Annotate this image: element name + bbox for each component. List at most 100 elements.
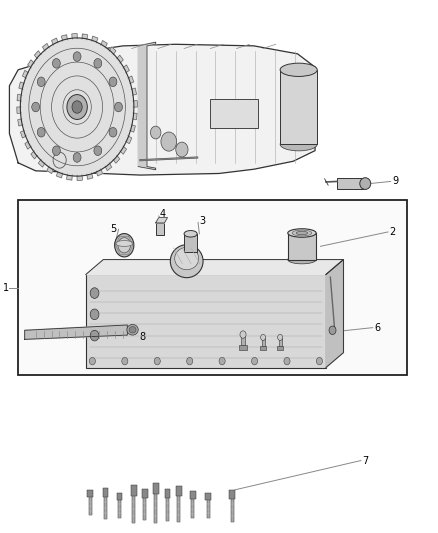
Ellipse shape — [116, 240, 133, 246]
Bar — [207, 499, 210, 518]
Bar — [18, 200, 407, 375]
Ellipse shape — [127, 325, 138, 335]
Circle shape — [109, 127, 117, 137]
Ellipse shape — [296, 231, 307, 235]
Circle shape — [118, 238, 131, 253]
Polygon shape — [128, 76, 134, 84]
Polygon shape — [10, 44, 315, 175]
Bar — [118, 499, 121, 518]
Bar — [230, 498, 233, 522]
Polygon shape — [31, 151, 38, 159]
Polygon shape — [138, 42, 155, 169]
Circle shape — [176, 142, 188, 157]
Polygon shape — [130, 125, 135, 132]
Bar — [153, 483, 159, 494]
Ellipse shape — [170, 245, 203, 278]
Circle shape — [53, 146, 60, 156]
Circle shape — [90, 330, 99, 341]
Polygon shape — [131, 88, 137, 95]
Polygon shape — [113, 155, 120, 163]
Circle shape — [90, 309, 99, 320]
Circle shape — [329, 326, 336, 335]
Circle shape — [316, 358, 322, 365]
Bar — [184, 234, 197, 253]
Polygon shape — [109, 47, 116, 55]
Ellipse shape — [292, 230, 312, 236]
Bar — [87, 490, 93, 497]
Bar — [260, 346, 266, 351]
Polygon shape — [123, 65, 129, 73]
Circle shape — [89, 358, 95, 365]
FancyBboxPatch shape — [210, 99, 258, 128]
Text: 4: 4 — [160, 209, 166, 220]
Circle shape — [154, 358, 160, 365]
Bar — [166, 497, 169, 521]
Bar — [288, 233, 316, 260]
Bar — [165, 489, 170, 498]
Polygon shape — [86, 260, 343, 274]
Bar — [154, 492, 157, 523]
Ellipse shape — [288, 229, 316, 237]
Text: 1: 1 — [3, 283, 9, 293]
Polygon shape — [155, 217, 167, 223]
Bar — [104, 495, 107, 519]
Circle shape — [150, 126, 161, 139]
Ellipse shape — [129, 327, 136, 333]
Circle shape — [115, 233, 134, 257]
Circle shape — [261, 334, 265, 341]
Bar — [88, 496, 92, 515]
Bar — [176, 486, 182, 496]
Circle shape — [187, 358, 193, 365]
Bar — [177, 495, 180, 522]
Polygon shape — [25, 141, 32, 149]
Bar — [280, 70, 317, 144]
Polygon shape — [39, 159, 45, 167]
Text: 3: 3 — [199, 216, 205, 226]
Polygon shape — [87, 173, 93, 179]
Polygon shape — [117, 55, 123, 63]
Circle shape — [20, 38, 134, 176]
Bar — [190, 491, 196, 499]
Polygon shape — [19, 82, 25, 90]
Bar — [102, 488, 108, 497]
Circle shape — [67, 94, 87, 119]
Text: 9: 9 — [392, 176, 399, 187]
Circle shape — [109, 77, 117, 86]
Circle shape — [94, 59, 102, 68]
Polygon shape — [67, 174, 72, 180]
Polygon shape — [52, 38, 58, 45]
Polygon shape — [92, 36, 98, 43]
Polygon shape — [105, 163, 112, 171]
Polygon shape — [17, 94, 22, 101]
Polygon shape — [77, 175, 82, 180]
Circle shape — [90, 288, 99, 298]
Circle shape — [73, 152, 81, 162]
Polygon shape — [82, 34, 88, 40]
Text: 8: 8 — [140, 332, 146, 342]
Circle shape — [94, 146, 102, 156]
Polygon shape — [42, 44, 49, 51]
Bar — [117, 493, 122, 500]
Circle shape — [115, 102, 123, 112]
Polygon shape — [21, 130, 26, 138]
Circle shape — [284, 358, 290, 365]
Polygon shape — [101, 41, 107, 48]
Bar — [143, 496, 146, 520]
Circle shape — [251, 358, 258, 365]
Polygon shape — [61, 35, 67, 41]
Text: 2: 2 — [390, 227, 396, 237]
Polygon shape — [47, 166, 53, 174]
Text: 6: 6 — [374, 322, 380, 333]
Ellipse shape — [184, 231, 197, 237]
Bar — [191, 498, 194, 519]
Polygon shape — [57, 171, 63, 178]
Bar — [132, 494, 135, 523]
Circle shape — [37, 127, 45, 137]
Bar — [86, 274, 326, 368]
Bar — [239, 345, 247, 351]
Polygon shape — [17, 107, 21, 114]
Circle shape — [37, 77, 45, 86]
Bar — [277, 346, 283, 351]
Polygon shape — [25, 325, 127, 340]
Circle shape — [32, 102, 39, 112]
